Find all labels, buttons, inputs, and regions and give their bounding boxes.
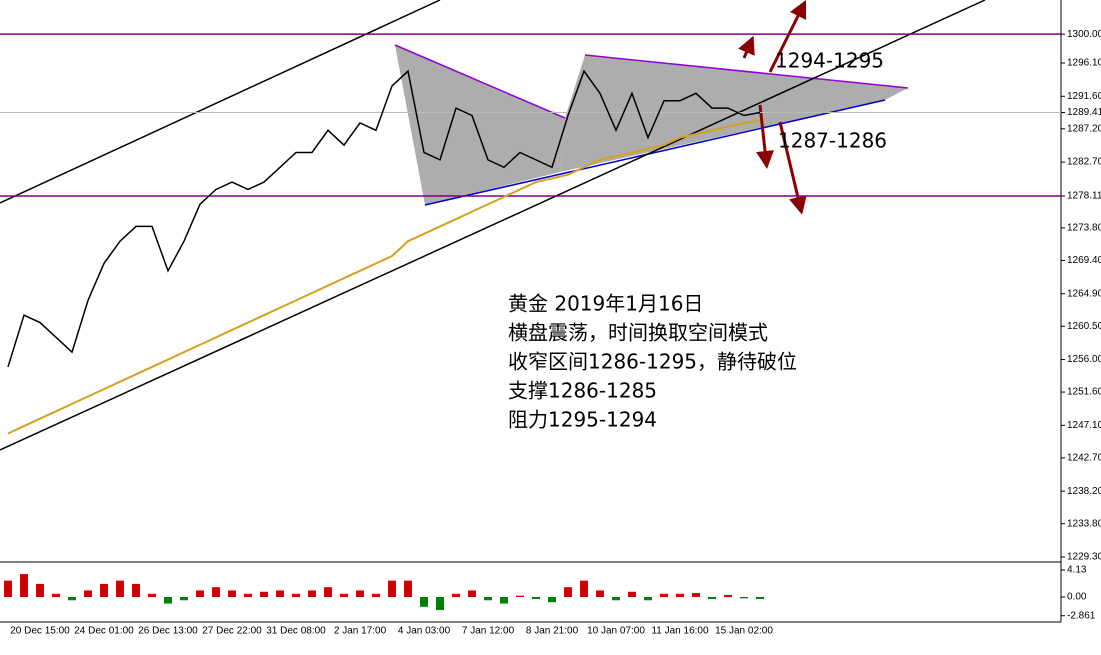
y-tick-label: 1238.20	[1067, 486, 1101, 497]
macd-bar	[580, 580, 588, 598]
y-tick-label: 1291.60	[1067, 91, 1101, 102]
macd-bar	[292, 593, 300, 598]
macd-bar	[4, 580, 12, 598]
macd-bar	[100, 583, 108, 598]
y-tick-label: 1260.50	[1067, 321, 1101, 332]
trend-line	[394, 44, 566, 119]
macd-bar	[660, 593, 668, 598]
x-tick-label: 2 Jan 17:00	[334, 626, 387, 637]
annotation: 收窄区间1286-1295，静待破位	[508, 350, 797, 374]
macd-bar	[676, 593, 684, 598]
x-tick-label: 7 Jan 12:00	[462, 626, 515, 637]
y-tick-label: 1289.41	[1067, 107, 1101, 118]
macd-bar	[548, 597, 556, 603]
x-tick-label: 15 Jan 02:00	[715, 626, 773, 637]
macd-bar	[132, 583, 140, 598]
x-tick-label: 26 Dec 13:00	[138, 626, 198, 637]
x-tick-label: 8 Jan 21:00	[526, 626, 579, 637]
annotation: 黄金 2019年1月16日	[508, 292, 703, 316]
macd-bar	[324, 587, 332, 598]
support-label: 1287-1286	[778, 129, 887, 153]
macd-bar	[36, 583, 44, 598]
macd-bar	[372, 593, 380, 598]
macd-bar	[52, 593, 60, 598]
y-tick-label: 1256.00	[1067, 354, 1101, 365]
y-tick-label: 0.00	[1067, 592, 1087, 603]
resistance-label: 1294-1295	[775, 49, 884, 73]
y-tick-label: 1273.80	[1067, 223, 1101, 234]
y-tick-label: 1242.70	[1067, 453, 1101, 464]
x-tick-label: 27 Dec 22:00	[202, 626, 262, 637]
macd-bar	[484, 597, 492, 601]
macd-bar	[68, 597, 76, 601]
macd-bar	[724, 595, 732, 598]
macd-bar	[612, 597, 620, 601]
y-tick-label: 1296.10	[1067, 58, 1101, 69]
y-tick-label: 1247.10	[1067, 420, 1101, 431]
macd-bar	[164, 597, 172, 604]
macd-bar	[244, 593, 252, 598]
macd-bar	[180, 597, 188, 601]
y-tick-label: 1233.80	[1067, 518, 1101, 529]
x-tick-label: 10 Jan 07:00	[587, 626, 645, 637]
macd-bar	[196, 590, 204, 598]
arrows	[738, 0, 807, 215]
trend-line	[584, 54, 909, 89]
macd-bar	[468, 590, 476, 598]
price-line	[7, 69, 761, 368]
x-tick-label: 24 Dec 01:00	[74, 626, 134, 637]
y-tick-label: 4.13	[1067, 565, 1087, 576]
macd-bar	[564, 587, 572, 598]
macd-bar	[116, 580, 124, 598]
annotation: 横盘震荡，时间换取空间模式	[508, 321, 768, 345]
macd-bar	[692, 593, 700, 598]
macd-bar	[532, 597, 540, 599]
macd-bar	[420, 597, 428, 607]
y-tick-label: 1229.30	[1067, 552, 1101, 563]
y-tick-label: 1282.70	[1067, 157, 1101, 168]
macd-bar	[628, 591, 636, 598]
macd-bar	[516, 595, 524, 598]
macd-bar	[148, 593, 156, 598]
triangle-left	[395, 45, 565, 205]
annotation: 支撑1286-1285	[508, 379, 657, 403]
macd-bar	[340, 593, 348, 598]
triangle-right	[560, 55, 908, 172]
y-tick-label: 1251.60	[1067, 387, 1101, 398]
y-tick-label: 1278.11	[1067, 191, 1101, 202]
channel-line	[0, 0, 986, 451]
trend-line	[424, 99, 886, 206]
x-tick-label: 4 Jan 03:00	[398, 626, 451, 637]
y-tick-label: -2.861	[1067, 610, 1096, 621]
macd-bar	[644, 597, 652, 601]
macd-bar	[756, 597, 764, 599]
macd-bar	[20, 574, 28, 598]
y-tick-label: 1269.40	[1067, 255, 1101, 266]
x-tick-label: 31 Dec 08:00	[266, 626, 326, 637]
macd-bar	[404, 580, 412, 598]
macd-bar	[452, 593, 460, 598]
macd-bar	[212, 587, 220, 598]
macd-bar	[356, 590, 364, 598]
x-tick-label: 20 Dec 15:00	[10, 626, 70, 637]
macd-bar	[276, 590, 284, 598]
macd-bar	[596, 590, 604, 598]
macd-bar	[228, 590, 236, 598]
macd-bar	[308, 590, 316, 598]
macd-bar	[84, 590, 92, 598]
moving-average	[7, 119, 761, 435]
x-tick-label: 11 Jan 16:00	[651, 626, 709, 637]
macd-bar	[260, 591, 268, 598]
y-tick-label: 1264.90	[1067, 288, 1101, 299]
macd-bar	[500, 597, 508, 604]
annotation: 阻力1295-1294	[508, 408, 657, 432]
macd-bar	[740, 597, 748, 599]
y-tick-label: 1300.00	[1067, 29, 1101, 40]
y-tick-label: 1287.20	[1067, 123, 1101, 134]
macd-bar	[388, 580, 396, 598]
macd-bar	[708, 597, 716, 599]
macd-bar	[436, 597, 444, 611]
